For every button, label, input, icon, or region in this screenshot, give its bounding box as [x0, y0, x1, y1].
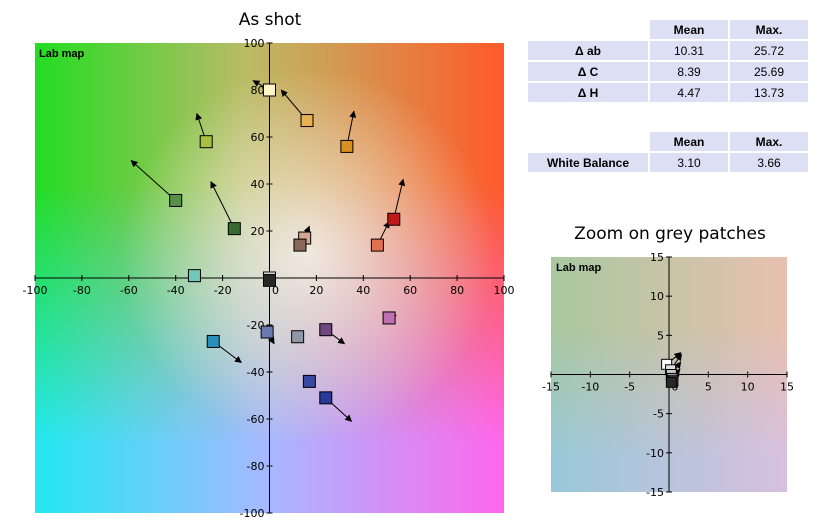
row-max: 13.73: [730, 83, 808, 102]
zoom-y-tick-label: -5: [653, 408, 664, 421]
lab-map-main-chart: -100 -80 -60 -40 -20 0 20 40 60 80 100 -100 -80 -60 -4…: [23, 10, 515, 520]
delta-stats-table: Mean Max. Δ ab 10.31 25.72 Δ C 8.39 25.6…: [526, 18, 810, 104]
zoom-x-tick-label: -15: [542, 381, 560, 394]
main-patch-marker: [382, 311, 396, 325]
main-x-tick-label: 40: [356, 284, 370, 297]
table-1-header-mean: Mean: [650, 20, 728, 39]
main-x-tick-label: -60: [120, 284, 138, 297]
main-patch-marker: [206, 334, 220, 348]
main-patch-marker: [187, 269, 201, 283]
main-patch-marker: [263, 273, 276, 287]
main-patch-marker: [291, 330, 305, 344]
row-mean: 10.31: [650, 41, 728, 60]
main-y-tick-label: -100: [240, 507, 265, 520]
main-patch-marker: [302, 374, 316, 388]
main-x-tick-label: 60: [403, 284, 417, 297]
main-y-tick-label: 40: [251, 178, 265, 191]
main-map-label: Lab map: [39, 48, 85, 60]
table-2-header-max: Max.: [730, 132, 808, 151]
main-patch-marker: [293, 238, 307, 252]
main-patch-marker: [169, 193, 183, 207]
main-shift-arrow: [393, 178, 406, 220]
main-y-tick-label: -80: [247, 460, 265, 473]
main-x-tick-label: 0: [272, 284, 279, 297]
main-patches: [130, 80, 406, 422]
main-x-tick-label: -80: [73, 284, 91, 297]
row-mean: 3.10: [650, 153, 728, 172]
zoom-patches: [661, 352, 682, 388]
zoom-patch-marker: [665, 376, 677, 388]
main-patch-marker: [260, 325, 274, 339]
zoom-y-tick-label: -10: [646, 447, 664, 460]
row-label: White Balance: [528, 153, 648, 172]
zoom-x-tick-label: -10: [581, 381, 599, 394]
main-axes: -100 -80 -60 -40 -20 0 20 40 60 80 100 -100 -80 -60 -4…: [23, 37, 515, 520]
table-row: Δ ab 10.31 25.72: [528, 41, 808, 60]
main-shift-arrow: [210, 181, 235, 229]
main-patch-marker: [340, 139, 354, 153]
main-x-tick-label: 80: [450, 284, 464, 297]
table-1-corner: [528, 20, 648, 39]
main-x-tick-label: 100: [494, 284, 515, 297]
row-max: 25.69: [730, 62, 808, 81]
table-2-corner: [528, 132, 648, 151]
table-row: Δ C 8.39 25.69: [528, 62, 808, 81]
main-patch-marker: [387, 212, 401, 226]
zoom-x-tick-label: 5: [705, 381, 712, 394]
zoom-map-label: Lab map: [556, 262, 602, 274]
main-patch-marker: [319, 323, 333, 337]
row-mean: 4.47: [650, 83, 728, 102]
main-patch-marker: [300, 114, 314, 128]
zoom-y-tick-label: 10: [650, 290, 664, 303]
main-patch-marker: [199, 135, 213, 149]
main-shift-arrow: [130, 160, 177, 201]
table-row: Δ H 4.47 13.73: [528, 83, 808, 102]
zoom-x-tick-label: 10: [741, 381, 755, 394]
main-patch-marker: [319, 391, 333, 405]
main-y-tick-label: 100: [244, 37, 265, 50]
main-y-tick-label: 60: [251, 131, 265, 144]
main-y-tick-label: -40: [247, 366, 265, 379]
table-2-header-mean: Mean: [650, 132, 728, 151]
zoom-y-tick-label: 15: [650, 251, 664, 264]
main-x-tick-label: -40: [167, 284, 185, 297]
zoom-y-tick-label: 5: [657, 329, 664, 342]
main-patch-marker: [227, 222, 241, 236]
main-x-tick-label: -20: [214, 284, 232, 297]
zoom-chart-title: Zoom on grey patches: [574, 224, 766, 244]
zoom-x-tick-label: -5: [624, 381, 635, 394]
row-mean: 8.39: [650, 62, 728, 81]
main-y-tick-label: -20: [247, 319, 265, 332]
row-max: 25.72: [730, 41, 808, 60]
table-row: White Balance 3.10 3.66: [528, 153, 808, 172]
row-label: Δ C: [528, 62, 648, 81]
main-y-tick-label: -60: [247, 413, 265, 426]
main-x-tick-label: -100: [23, 284, 48, 297]
main-y-tick-label: 20: [251, 225, 265, 238]
white-balance-table: Mean Max. White Balance 3.10 3.66: [526, 130, 810, 174]
main-chart-title: As shot: [239, 10, 302, 30]
main-patch-marker: [370, 238, 384, 252]
main-y-tick-label: 80: [251, 84, 265, 97]
table-1-header-max: Max.: [730, 20, 808, 39]
zoom-x-tick-label: 15: [780, 381, 794, 394]
zoom-y-tick-label: -15: [646, 486, 664, 499]
main-patch-marker: [263, 83, 276, 97]
row-label: Δ ab: [528, 41, 648, 60]
main-x-tick-label: 20: [309, 284, 323, 297]
row-label: Δ H: [528, 83, 648, 102]
row-max: 3.66: [730, 153, 808, 172]
main-plot-area: -100 -80 -60 -40 -20 0 20 40 60 80 100 -100 -80 -60 -4…: [23, 37, 515, 520]
